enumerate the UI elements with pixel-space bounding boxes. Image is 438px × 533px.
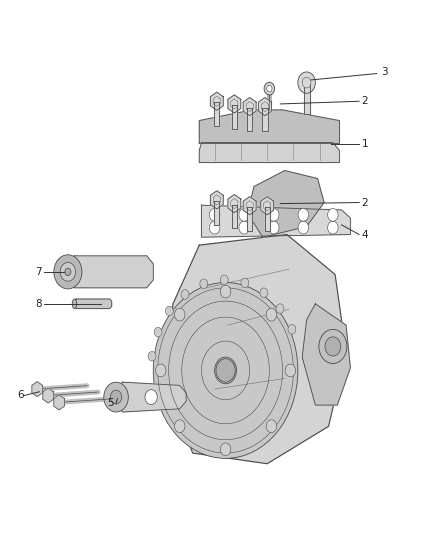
Circle shape [174,308,185,321]
Polygon shape [228,195,241,213]
Circle shape [276,304,284,313]
Polygon shape [243,197,256,215]
Circle shape [298,221,308,234]
Polygon shape [261,197,274,215]
Circle shape [328,208,338,221]
Polygon shape [214,102,219,126]
Circle shape [60,262,76,281]
Polygon shape [54,395,64,410]
Circle shape [65,268,71,276]
Polygon shape [116,382,186,412]
Polygon shape [228,95,241,113]
Circle shape [298,72,315,93]
Circle shape [200,279,208,288]
Circle shape [145,390,157,405]
Circle shape [241,278,249,288]
Polygon shape [199,143,339,163]
Polygon shape [201,205,350,237]
Circle shape [288,325,296,334]
Circle shape [153,282,298,458]
Circle shape [110,390,122,404]
Text: 8: 8 [35,299,42,309]
Circle shape [266,420,277,433]
Polygon shape [265,207,270,231]
Circle shape [104,382,128,412]
Polygon shape [247,171,324,237]
Circle shape [268,208,279,221]
Circle shape [220,443,231,456]
Text: 4: 4 [361,230,368,239]
Polygon shape [199,110,339,143]
Polygon shape [43,388,53,403]
Ellipse shape [72,299,77,309]
Text: 2: 2 [361,96,368,106]
Circle shape [220,285,231,298]
Text: 1: 1 [361,139,368,149]
Polygon shape [243,98,256,116]
Circle shape [209,221,220,234]
Circle shape [267,85,272,92]
Text: 5: 5 [107,399,114,408]
Circle shape [298,208,308,221]
Circle shape [148,351,156,361]
Circle shape [302,77,311,88]
Circle shape [181,289,189,299]
Polygon shape [214,201,219,225]
Circle shape [266,308,277,321]
Polygon shape [304,83,310,114]
Text: 2: 2 [361,198,368,207]
Circle shape [155,364,166,377]
Polygon shape [247,207,252,231]
Polygon shape [164,235,346,464]
Circle shape [239,221,250,234]
Text: 3: 3 [381,67,388,77]
Polygon shape [258,98,272,116]
Circle shape [239,208,250,221]
Polygon shape [232,105,237,129]
Circle shape [325,337,341,356]
Polygon shape [32,382,42,397]
Polygon shape [232,205,237,229]
Circle shape [260,288,268,297]
Polygon shape [68,256,153,288]
Circle shape [216,359,235,382]
Polygon shape [74,299,112,309]
Text: 7: 7 [35,267,42,277]
Circle shape [166,306,173,316]
Circle shape [54,255,82,289]
Polygon shape [247,108,252,132]
Circle shape [285,364,296,377]
Circle shape [264,82,275,95]
Circle shape [220,275,228,285]
Polygon shape [302,304,350,405]
Circle shape [319,329,347,364]
Circle shape [154,327,162,337]
Circle shape [328,221,338,234]
Circle shape [209,208,220,221]
Circle shape [174,420,185,433]
Circle shape [268,221,279,234]
Polygon shape [262,108,268,132]
Polygon shape [210,191,223,209]
Polygon shape [210,92,223,110]
Text: 6: 6 [18,391,24,400]
